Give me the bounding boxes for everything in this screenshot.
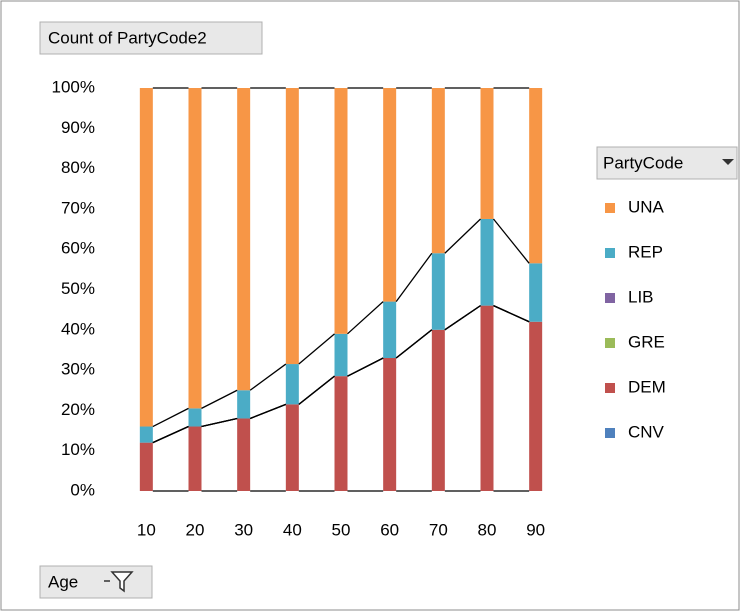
y-tick-label: 50% <box>61 279 95 298</box>
bar-segment <box>431 88 445 254</box>
bar-segment <box>383 88 397 302</box>
series-line <box>249 363 287 391</box>
series-line <box>492 218 530 264</box>
legend-field-button[interactable]: PartyCode <box>596 146 738 180</box>
series-line <box>395 329 433 359</box>
y-tick-label: 40% <box>61 319 95 338</box>
legend-label: UNA <box>628 197 665 216</box>
series-line <box>152 425 189 444</box>
bar-segment <box>188 426 202 491</box>
bar-segment <box>383 358 397 491</box>
bar-segment <box>431 329 445 491</box>
y-tick-label: 30% <box>61 360 95 379</box>
x-tick-label: 50 <box>332 520 351 539</box>
bar-segment <box>480 88 494 219</box>
series-line <box>298 333 335 365</box>
legend-swatch <box>605 203 615 213</box>
series-line <box>249 403 287 420</box>
legend-swatch <box>605 293 615 303</box>
series-line <box>444 305 481 331</box>
series-line <box>347 357 384 377</box>
legend-label: LIB <box>628 287 654 306</box>
x-tick-label: 10 <box>137 520 156 539</box>
bar-segment <box>529 88 543 264</box>
x-tick-label: 80 <box>478 520 497 539</box>
x-tick-label: 60 <box>380 520 399 539</box>
x-tick-label: 20 <box>186 520 205 539</box>
bar-segment <box>237 418 251 491</box>
series-line <box>201 389 238 409</box>
series-line <box>444 218 481 254</box>
bar-segment <box>383 301 397 359</box>
axis-field-button[interactable]: Age <box>39 565 153 599</box>
value-field-label: Count of PartyCode2 <box>48 28 207 47</box>
legend-label: DEM <box>628 377 666 396</box>
value-field-button[interactable]: Count of PartyCode2 <box>39 21 263 55</box>
series-line <box>493 305 530 323</box>
x-tick-label: 70 <box>429 520 448 539</box>
bar-segment <box>334 88 348 334</box>
bar-segment <box>480 305 494 491</box>
legend-label: GRE <box>628 332 665 351</box>
bar-segment <box>334 376 348 491</box>
legend-swatch <box>605 383 615 393</box>
x-tick-label: 90 <box>526 520 545 539</box>
x-tick-label: 40 <box>283 520 302 539</box>
y-tick-label: 70% <box>61 198 95 217</box>
bar-segment <box>139 88 153 427</box>
bar-segment <box>529 321 543 491</box>
legend-field-label: PartyCode <box>603 153 683 172</box>
y-tick-label: 0% <box>70 480 95 499</box>
filter-icon <box>104 571 134 593</box>
button-box <box>596 146 738 180</box>
legend-swatch <box>605 338 615 348</box>
y-tick-label: 60% <box>61 239 95 258</box>
legend-label: REP <box>628 242 663 261</box>
series-line <box>395 252 433 302</box>
y-tick-label: 90% <box>61 118 95 137</box>
bar-segment <box>285 404 299 491</box>
bar-segment <box>188 88 202 409</box>
series-line <box>201 417 238 428</box>
bar-segment <box>237 390 251 419</box>
y-tick-label: 20% <box>61 400 95 419</box>
bar-segment <box>431 253 445 330</box>
series-line <box>298 375 335 405</box>
bar-segment <box>529 263 543 322</box>
bar-segment <box>285 88 299 365</box>
legend-swatch <box>605 428 615 438</box>
series-line <box>152 407 189 428</box>
bar-segment <box>480 218 494 306</box>
y-tick-label: 80% <box>61 158 95 177</box>
legend-label: CNV <box>628 422 665 441</box>
bar-segment <box>139 426 153 443</box>
button-box <box>39 21 263 55</box>
bar-segment <box>334 333 348 377</box>
bar-segment <box>237 88 251 391</box>
bar-segment <box>285 364 299 405</box>
y-tick-label: 10% <box>61 440 95 459</box>
dropdown-arrow <box>722 159 734 165</box>
x-tick-label: 30 <box>234 520 253 539</box>
bar-segment <box>188 408 202 427</box>
series-line <box>347 301 384 335</box>
bar-segment <box>139 442 153 491</box>
legend-swatch <box>605 248 615 258</box>
y-tick-label: 100% <box>52 77 95 96</box>
axis-field-label: Age <box>48 572 78 591</box>
